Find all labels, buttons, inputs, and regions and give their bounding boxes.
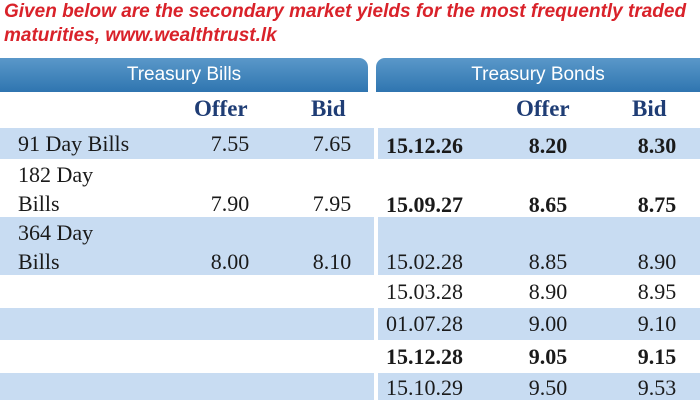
column-divider	[374, 92, 378, 400]
bond-maturity: 15.12.26	[386, 133, 463, 158]
treasury-bonds-header-label: Treasury Bonds	[471, 64, 605, 85]
bond-offer: 8.20	[528, 133, 568, 158]
bond-bid: 8.30	[637, 133, 677, 158]
treasury-bills-header-label: Treasury Bills	[126, 64, 242, 85]
bond-offer: 8.85	[528, 249, 568, 274]
bond-offer: 9.00	[528, 311, 568, 336]
treasury-bonds-header: Treasury Bonds	[376, 58, 700, 92]
bill-name-line1: 364 Day	[18, 220, 94, 245]
bond-maturity: 15.02.28	[386, 249, 463, 274]
bond-maturity: 15.03.28	[386, 279, 463, 304]
bill-offer: 7.55	[210, 131, 250, 156]
bond-bid: 8.90	[637, 249, 677, 274]
bills-offer-heading: Offer	[194, 96, 248, 121]
caption: Given below are the secondary market yie…	[4, 1, 687, 46]
bill-name-line2: Bills	[18, 191, 60, 216]
bond-bid: 9.15	[637, 344, 677, 369]
bond-maturity: 01.07.28	[386, 311, 463, 336]
bill-bid: 8.10	[312, 249, 352, 274]
table-row: 15.03.28 8.90 8.95	[0, 276, 700, 307]
bond-offer: 9.05	[528, 344, 568, 369]
bonds-bid-heading: Bid	[632, 96, 667, 121]
bill-offer: 7.90	[210, 191, 250, 216]
bill-name: 364 Day Bills	[18, 218, 93, 276]
bond-offer: 8.90	[528, 279, 568, 304]
table-row: 182 Day Bills 7.90 7.95 15.09.27 8.65 8.…	[0, 160, 700, 218]
bond-maturity: 15.10.29	[386, 375, 463, 400]
table-row: 91 Day Bills 7.55 7.65 15.12.26 8.20 8.3…	[0, 128, 700, 159]
bill-name-line2: Bills	[18, 249, 60, 274]
bond-maturity: 15.09.27	[386, 192, 463, 217]
bond-maturity: 15.12.28	[386, 344, 463, 369]
table-row: 364 Day Bills 8.00 8.10 15.02.28 8.85 8.…	[0, 217, 700, 275]
bill-name-line1: 182 Day	[18, 162, 94, 187]
bond-offer: 9.50	[528, 375, 568, 400]
bond-bid: 8.95	[637, 279, 677, 304]
bill-bid: 7.65	[312, 131, 352, 156]
bond-bid: 9.10	[637, 311, 677, 336]
treasury-bills-header: Treasury Bills	[0, 58, 368, 92]
bond-offer: 8.65	[528, 192, 568, 217]
table-row: 01.07.28 9.00 9.10	[0, 308, 700, 340]
bond-bid: 9.53	[637, 375, 677, 400]
bill-bid: 7.95	[312, 191, 352, 216]
table-row: 15.12.28 9.05 9.15	[0, 341, 700, 372]
bill-name: 182 Day Bills	[18, 160, 93, 218]
bill-name: 91 Day Bills	[18, 131, 130, 156]
bond-bid: 8.75	[637, 192, 677, 217]
table-row: 15.10.29 9.50 9.53	[0, 373, 700, 400]
bonds-offer-heading: Offer	[516, 96, 570, 121]
bills-bid-heading: Bid	[311, 96, 346, 121]
bill-offer: 8.00	[210, 249, 250, 274]
